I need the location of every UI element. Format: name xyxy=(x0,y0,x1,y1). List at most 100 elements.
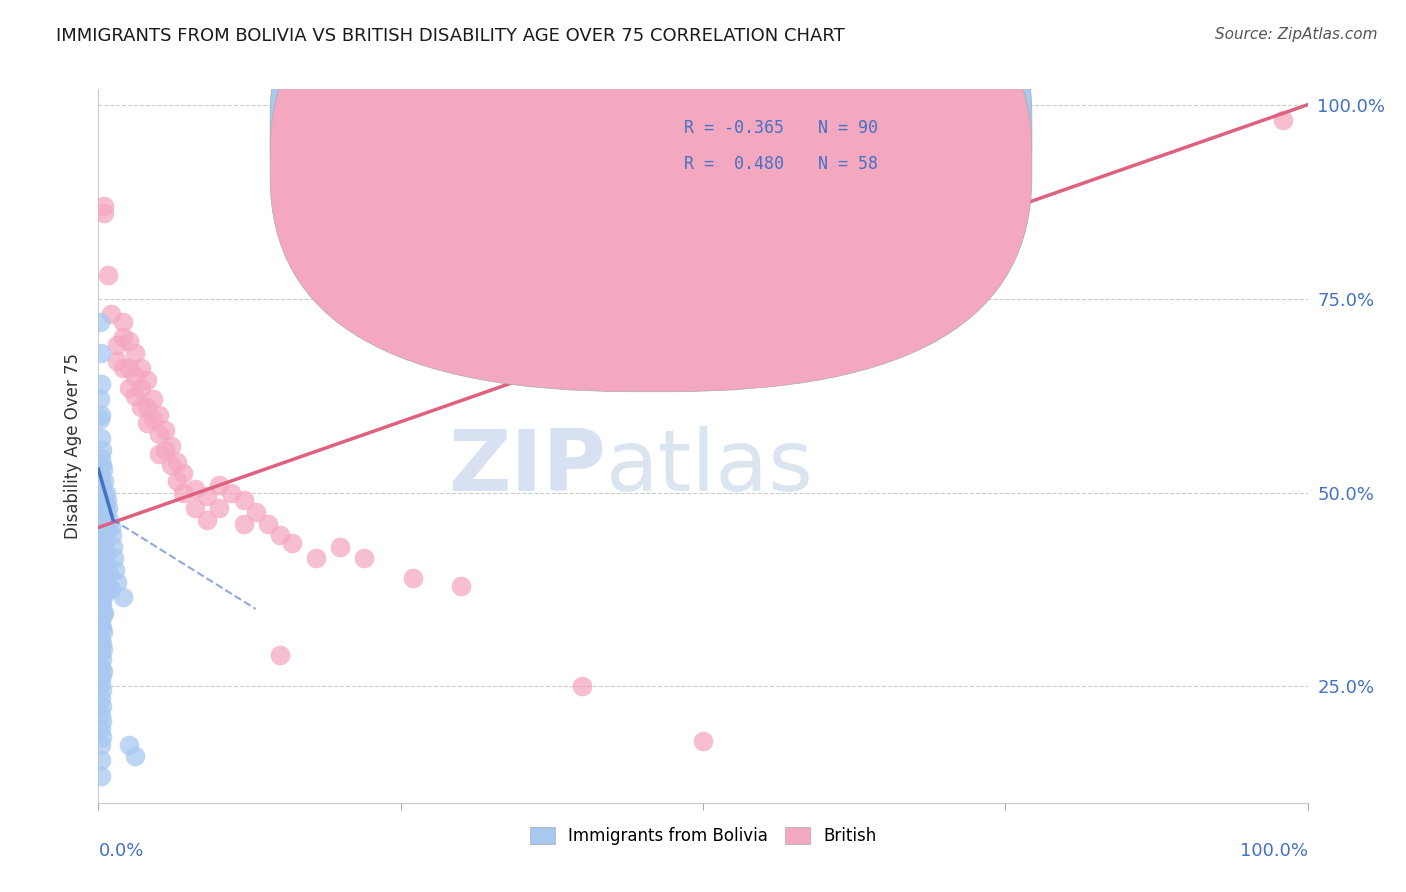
Point xyxy=(195,490,218,504)
Text: atlas: atlas xyxy=(606,425,814,509)
Point xyxy=(184,482,207,496)
Point xyxy=(269,528,291,542)
Point xyxy=(90,551,112,566)
Point xyxy=(90,753,112,767)
Point xyxy=(103,551,125,566)
Point xyxy=(160,439,183,453)
Point xyxy=(450,579,472,593)
Point xyxy=(91,532,114,546)
Point xyxy=(91,683,114,698)
Point xyxy=(90,675,112,690)
Point xyxy=(90,470,112,484)
Point xyxy=(89,392,111,407)
Text: 100.0%: 100.0% xyxy=(1240,842,1308,860)
Point xyxy=(1272,113,1295,128)
Point xyxy=(91,548,114,562)
Point xyxy=(91,606,114,620)
Point xyxy=(129,381,152,395)
Point xyxy=(93,566,115,581)
Point xyxy=(89,315,111,329)
Point xyxy=(305,551,328,566)
Point xyxy=(90,516,112,531)
Point xyxy=(91,524,114,539)
Point xyxy=(166,474,188,488)
FancyBboxPatch shape xyxy=(613,103,921,193)
Point xyxy=(90,606,112,620)
Point xyxy=(91,637,114,651)
Point xyxy=(91,501,114,516)
Point xyxy=(135,373,157,387)
Text: 0.0%: 0.0% xyxy=(98,842,143,860)
FancyBboxPatch shape xyxy=(270,0,1032,356)
Point xyxy=(90,431,112,445)
Point xyxy=(90,660,112,674)
Point xyxy=(90,738,112,752)
Point xyxy=(94,548,117,562)
Text: R = -0.365: R = -0.365 xyxy=(683,120,783,137)
Point xyxy=(90,566,112,581)
Point xyxy=(166,454,188,468)
Point xyxy=(91,462,114,476)
Point xyxy=(692,733,714,747)
Point xyxy=(256,516,278,531)
Point xyxy=(91,730,114,744)
FancyBboxPatch shape xyxy=(270,0,1032,392)
Point xyxy=(90,482,112,496)
Point xyxy=(111,315,134,329)
Point xyxy=(97,268,120,283)
Text: R =  0.480: R = 0.480 xyxy=(683,155,783,173)
Point xyxy=(93,474,115,488)
Point xyxy=(90,540,112,554)
Text: N = 58: N = 58 xyxy=(818,155,877,173)
Point xyxy=(195,513,218,527)
Point xyxy=(96,516,118,531)
Point xyxy=(105,353,128,368)
Point xyxy=(124,369,146,384)
Point xyxy=(100,582,122,597)
Point xyxy=(90,408,112,422)
Point xyxy=(135,416,157,430)
Point xyxy=(118,738,141,752)
Point xyxy=(91,642,114,657)
Point xyxy=(91,520,114,534)
Point xyxy=(142,412,165,426)
Point xyxy=(124,388,146,402)
Point xyxy=(93,551,115,566)
Point xyxy=(208,477,231,491)
Point xyxy=(104,563,127,577)
Point xyxy=(160,458,183,473)
Text: Source: ZipAtlas.com: Source: ZipAtlas.com xyxy=(1215,27,1378,42)
Point xyxy=(245,505,267,519)
Point xyxy=(118,334,141,349)
Point xyxy=(91,591,114,605)
Point xyxy=(93,206,115,220)
Point xyxy=(94,485,117,500)
Point xyxy=(93,586,115,600)
Point xyxy=(91,485,114,500)
Point xyxy=(91,609,114,624)
Point xyxy=(90,505,112,519)
Point xyxy=(91,563,114,577)
Y-axis label: Disability Age Over 75: Disability Age Over 75 xyxy=(65,353,83,539)
Point xyxy=(184,501,207,516)
Point xyxy=(124,346,146,360)
Point xyxy=(90,722,112,736)
Point xyxy=(91,586,114,600)
Point xyxy=(97,579,120,593)
Point xyxy=(91,664,114,678)
Point xyxy=(101,540,124,554)
Point xyxy=(148,427,170,442)
Point xyxy=(269,648,291,663)
Point xyxy=(91,555,114,569)
Text: IMMIGRANTS FROM BOLIVIA VS BRITISH DISABILITY AGE OVER 75 CORRELATION CHART: IMMIGRANTS FROM BOLIVIA VS BRITISH DISAB… xyxy=(56,27,845,45)
Point xyxy=(172,485,194,500)
Point xyxy=(91,698,114,713)
Point xyxy=(90,450,112,465)
Point xyxy=(221,485,243,500)
Point xyxy=(90,582,112,597)
Point xyxy=(93,198,115,212)
Point xyxy=(232,493,254,508)
Point xyxy=(94,524,117,539)
Point xyxy=(90,769,112,783)
Point xyxy=(90,493,112,508)
